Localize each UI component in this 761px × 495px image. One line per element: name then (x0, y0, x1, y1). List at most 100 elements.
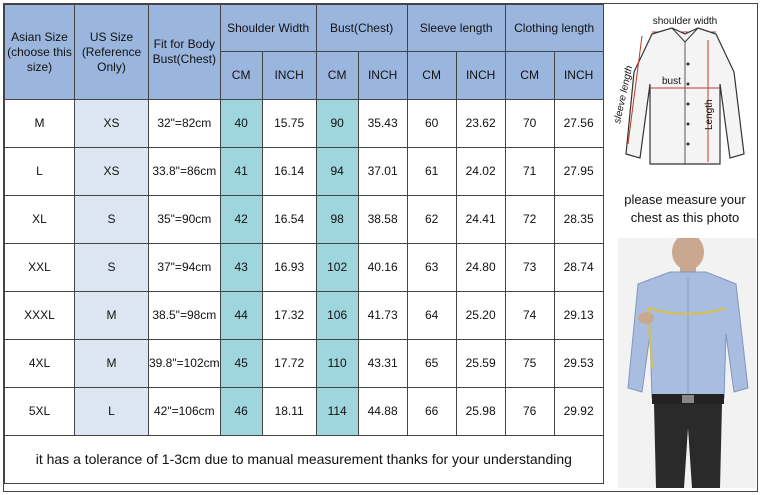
cell-shoulder-inch: 16.54 (261, 195, 317, 244)
diagram-length-label: Length (704, 99, 715, 130)
cell-shoulder-cm: 46 (219, 387, 263, 436)
measure-note: please measure your chest as this photo (624, 192, 746, 225)
cell-bust-cm: 110 (315, 339, 359, 388)
header-clothing: Clothing length (504, 4, 604, 52)
table-row: XL S 35"=90cm 42 16.54 98 38.58 62 24.41 72 28.35 (4, 195, 604, 244)
cell-bust-inch: 41.73 (357, 291, 408, 340)
header-sleeve: Sleeve length (406, 4, 506, 52)
cell-bust-inch: 44.88 (357, 387, 408, 436)
cell-us-size: S (74, 243, 149, 292)
cell-fit-bust: 33.8"=86cm (148, 147, 221, 196)
cell-sleeve-inch: 24.41 (455, 195, 506, 244)
cell-shoulder-cm: 40 (219, 99, 263, 148)
cell-sleeve-cm: 63 (406, 243, 457, 292)
cell-us-size: M (74, 291, 149, 340)
subheader-inch: INCH (455, 51, 506, 100)
cell-asian-size: XL (4, 195, 75, 244)
cell-us-size: XS (74, 147, 149, 196)
cell-bust-cm: 106 (315, 291, 359, 340)
header-row: Asian Size (choose this size) US Size (R… (4, 4, 604, 100)
cell-asian-size: XXXL (4, 291, 75, 340)
cell-shoulder-inch: 17.72 (261, 339, 317, 388)
cell-bust-cm: 114 (315, 387, 359, 436)
cell-bust-inch: 43.31 (357, 339, 408, 388)
cell-clothing-cm: 73 (504, 243, 555, 292)
cell-fit-bust: 38.5"=98cm (148, 291, 221, 340)
cell-clothing-cm: 72 (504, 195, 555, 244)
cell-sleeve-inch: 25.59 (455, 339, 506, 388)
cell-sleeve-cm: 62 (406, 195, 457, 244)
cell-clothing-inch: 28.35 (553, 195, 604, 244)
subheader-row: CM INCH CM INCH CM INCH CM INCH (5, 51, 604, 100)
cell-sleeve-cm: 60 (406, 99, 457, 148)
cell-bust-inch: 40.16 (357, 243, 408, 292)
cell-bust-cm: 102 (315, 243, 359, 292)
subheader-cm: CM (504, 51, 555, 100)
cell-fit-bust: 39.8"=102cm (148, 339, 221, 388)
cell-us-size: S (74, 195, 149, 244)
cell-us-size: L (74, 387, 149, 436)
subheader-cm: CM (219, 51, 263, 100)
cell-sleeve-cm: 66 (406, 387, 457, 436)
subheader-inch: INCH (357, 51, 408, 100)
measurement-panel: shoulder width bust Length sleeve length… (612, 4, 758, 489)
sleeve-line (627, 35, 643, 145)
cell-clothing-cm: 71 (504, 147, 555, 196)
subheader-cm: CM (315, 51, 359, 100)
cell-asian-size: M (4, 99, 75, 148)
header-asian-size: Asian Size (choose this size) (4, 4, 75, 100)
cell-shoulder-cm: 43 (219, 243, 263, 292)
subheader-inch: INCH (261, 51, 317, 100)
cell-clothing-inch: 29.13 (553, 291, 604, 340)
cell-bust-inch: 38.58 (357, 195, 408, 244)
cell-clothing-cm: 74 (504, 291, 555, 340)
subheader-inch: INCH (553, 51, 604, 100)
cell-shoulder-cm: 42 (219, 195, 263, 244)
tolerance-note: it has a tolerance of 1-3cm due to manua… (4, 435, 604, 484)
cell-clothing-inch: 27.56 (553, 99, 604, 148)
cell-clothing-cm: 75 (504, 339, 555, 388)
model-photo (618, 234, 756, 488)
cell-shoulder-inch: 15.75 (261, 99, 317, 148)
table-row: 5XL L 42"=106cm 46 18.11 114 44.88 66 25.98 76 29.… (4, 387, 604, 436)
cell-bust-inch: 35.43 (357, 99, 408, 148)
cell-us-size: XS (74, 99, 149, 148)
header-fit-bust: Fit for Body Bust(Chest) (148, 4, 221, 100)
cell-clothing-inch: 29.92 (553, 387, 604, 436)
cell-sleeve-inch: 24.80 (455, 243, 506, 292)
cell-clothing-inch: 29.53 (553, 339, 604, 388)
cell-fit-bust: 32"=82cm (148, 99, 221, 148)
table-row: XXXL M 38.5"=98cm 44 17.32 106 41.73 64 25.20 74 2… (4, 291, 604, 340)
cell-fit-bust: 37"=94cm (148, 243, 221, 292)
cell-fit-bust: 42"=106cm (148, 387, 221, 436)
cell-sleeve-cm: 61 (406, 147, 457, 196)
subheader-cm: CM (406, 51, 457, 100)
table-row: L XS 33.8"=86cm 41 16.14 94 37.01 61 24.02 71 27.9… (4, 147, 604, 196)
shirt-diagram: shoulder width bust Length sleeve length (612, 4, 758, 181)
cell-clothing-inch: 27.95 (553, 147, 604, 196)
cell-clothing-inch: 28.74 (553, 243, 604, 292)
cell-asian-size: 5XL (4, 387, 75, 436)
table-row: M XS 32"=82cm 40 15.75 90 35.43 60 23.62 70 27.56 (4, 99, 604, 148)
cell-bust-inch: 37.01 (357, 147, 408, 196)
header-us-size: US Size (Reference Only) (74, 4, 149, 100)
diagram-bust-label: bust (662, 76, 681, 87)
cell-shoulder-inch: 16.93 (261, 243, 317, 292)
size-table: Asian Size (choose this size) US Size (R… (4, 4, 604, 484)
cell-clothing-cm: 70 (504, 99, 555, 148)
cell-shoulder-inch: 17.32 (261, 291, 317, 340)
cell-bust-cm: 90 (315, 99, 359, 148)
cell-asian-size: L (4, 147, 75, 196)
cell-shoulder-cm: 41 (219, 147, 263, 196)
cell-sleeve-inch: 23.62 (455, 99, 506, 148)
cell-sleeve-cm: 65 (406, 339, 457, 388)
cell-sleeve-inch: 25.98 (455, 387, 506, 436)
cell-us-size: M (74, 339, 149, 388)
diagram-shoulder-label: shoulder width (653, 16, 717, 27)
cell-bust-cm: 94 (315, 147, 359, 196)
cell-sleeve-inch: 24.02 (455, 147, 506, 196)
cell-shoulder-inch: 16.14 (261, 147, 317, 196)
cell-sleeve-inch: 25.20 (455, 291, 506, 340)
footer-row: it has a tolerance of 1-3cm due to manua… (4, 435, 604, 484)
header-shoulder: Shoulder Width (219, 4, 317, 52)
